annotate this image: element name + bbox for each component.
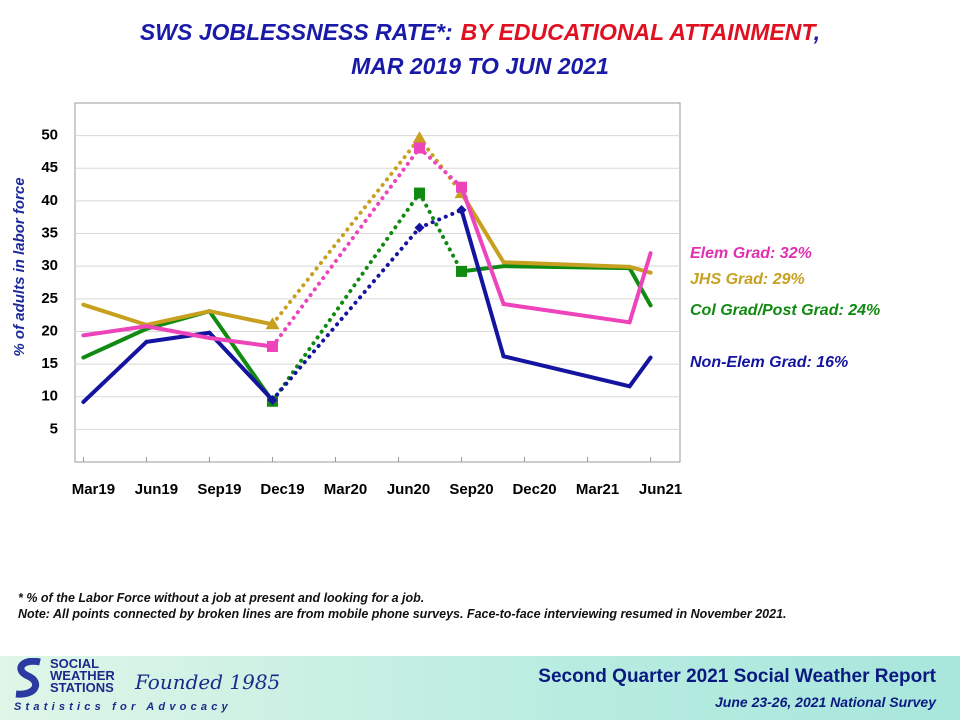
survey-date: June 23-26, 2021 National Survey bbox=[715, 694, 936, 710]
x-tick-label: Dec19 bbox=[260, 481, 304, 498]
y-tick-label: 30 bbox=[41, 257, 58, 274]
x-tick-label: Jun20 bbox=[387, 481, 430, 498]
marker bbox=[267, 394, 278, 405]
org-line: SOCIAL bbox=[50, 656, 100, 671]
line-segment bbox=[627, 264, 653, 275]
line-segment bbox=[627, 355, 653, 389]
chart: SWS JOBLESSNESS RATE*: BY EDUCATIONAL ATT… bbox=[11, 19, 880, 498]
y-axis-label: % of adults in labor force bbox=[11, 177, 28, 356]
footnote: * % of the Labor Force without a job at … bbox=[18, 591, 425, 605]
title-part: BY EDUCATIONAL ATTAINMENT bbox=[461, 19, 818, 45]
line-segment bbox=[627, 251, 653, 325]
report-title: Second Quarter 2021 Social Weather Repor… bbox=[538, 666, 936, 687]
marker bbox=[414, 187, 426, 199]
line-segment bbox=[81, 302, 149, 327]
line-segment bbox=[144, 324, 212, 340]
plot-area bbox=[74, 102, 681, 463]
line-segment bbox=[459, 185, 506, 307]
y-tick-label: 35 bbox=[41, 225, 58, 242]
y-tick-label: 25 bbox=[41, 290, 58, 307]
line-segment bbox=[459, 208, 506, 359]
y-tick-label: 5 bbox=[50, 420, 58, 437]
x-tick-label: Jun19 bbox=[135, 481, 178, 498]
y-tick-label: 15 bbox=[41, 355, 58, 372]
x-tick-label: Mar20 bbox=[324, 481, 367, 498]
founded: Founded 1985 bbox=[135, 670, 281, 694]
org-name: SOCIAL WEATHER STATIONS bbox=[50, 656, 115, 695]
x-tick-label: Sep20 bbox=[449, 481, 493, 498]
line-dotted bbox=[270, 136, 422, 327]
marker bbox=[412, 131, 427, 144]
motto: Statistics for Advocacy bbox=[14, 701, 232, 713]
x-tick-label: Sep19 bbox=[197, 481, 241, 498]
chart-subtitle: MAR 2019 TO JUN 2021 bbox=[351, 53, 609, 79]
legend-label: Non-Elem Grad: 16% bbox=[690, 354, 848, 371]
y-tick-label: 40 bbox=[41, 192, 58, 209]
y-tick-label: 50 bbox=[41, 127, 58, 144]
marker bbox=[414, 142, 426, 154]
legend-label: JHS Grad: 29% bbox=[690, 271, 805, 288]
title-part: , bbox=[813, 19, 820, 45]
line-dotted bbox=[270, 225, 422, 402]
org-line: WEATHER bbox=[50, 668, 115, 683]
line-segment bbox=[81, 339, 149, 404]
line-segment bbox=[501, 354, 632, 389]
line-segment bbox=[501, 260, 632, 269]
line-segment bbox=[81, 326, 149, 360]
line-segment bbox=[501, 302, 632, 325]
x-tick-label: Mar21 bbox=[576, 481, 619, 498]
legend-label: Col Grad/Post Grad: 24% bbox=[690, 302, 880, 319]
marker bbox=[266, 340, 278, 352]
line-segment bbox=[207, 309, 275, 327]
line-segment bbox=[207, 335, 275, 349]
line-segment bbox=[459, 264, 506, 274]
line-dotted bbox=[417, 208, 464, 230]
marker bbox=[265, 317, 280, 330]
notes: * % of the Labor Force without a job at … bbox=[18, 590, 946, 622]
x-tick-label: Jun21 bbox=[639, 481, 682, 498]
footer: SOCIAL WEATHER STATIONS Founded 1985 Stati… bbox=[0, 656, 960, 720]
marker bbox=[414, 222, 425, 233]
marker bbox=[456, 265, 468, 277]
legend-label: Elem Grad: 32% bbox=[690, 245, 812, 262]
logo bbox=[15, 658, 41, 698]
org-line: STATIONS bbox=[50, 680, 114, 695]
marker bbox=[456, 181, 468, 193]
chart-title: SWS JOBLESSNESS RATE*: BY EDUCATIONAL ATT… bbox=[140, 19, 820, 45]
line-segment bbox=[207, 330, 275, 402]
y-tick-label: 20 bbox=[41, 322, 58, 339]
y-tick-label: 45 bbox=[41, 159, 58, 176]
line-dotted bbox=[417, 191, 464, 274]
line-segment bbox=[81, 324, 149, 338]
x-tick-label: Mar19 bbox=[72, 481, 115, 498]
line-dotted bbox=[270, 191, 422, 404]
line-segment bbox=[144, 309, 212, 327]
line-dotted bbox=[270, 146, 422, 349]
line-dotted bbox=[417, 146, 464, 190]
marker bbox=[456, 205, 467, 216]
x-tick-label: Dec20 bbox=[512, 481, 556, 498]
y-tick-label: 10 bbox=[41, 388, 58, 405]
title-part: SWS JOBLESSNESS RATE*: bbox=[140, 19, 453, 45]
footnote: Note: All points connected by broken lin… bbox=[18, 607, 787, 621]
